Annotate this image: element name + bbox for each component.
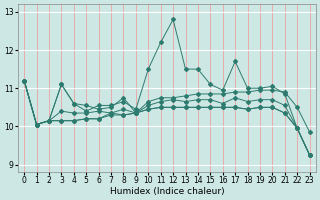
X-axis label: Humidex (Indice chaleur): Humidex (Indice chaleur)	[109, 187, 224, 196]
